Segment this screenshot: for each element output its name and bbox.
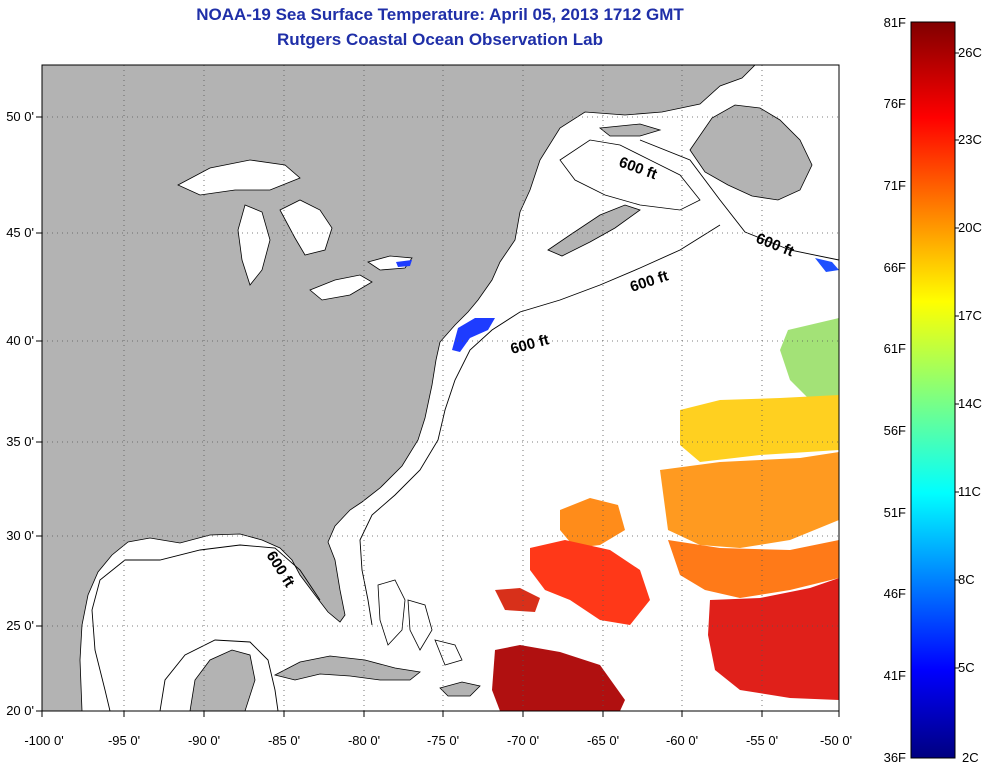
sst-patch-cold-lake bbox=[396, 260, 412, 267]
lat-label: 30 0' bbox=[6, 528, 34, 543]
lon-label: -95 0' bbox=[108, 733, 140, 748]
lon-label: -70 0' bbox=[507, 733, 539, 748]
colorbar-c-label: 2C bbox=[962, 750, 979, 765]
colorbar-f-label: 46F bbox=[884, 586, 906, 601]
map-subtitle: Rutgers Coastal Ocean Observation Lab bbox=[277, 30, 603, 49]
colorbar-f-label: 66F bbox=[884, 260, 906, 275]
colorbar-f-label: 36F bbox=[884, 750, 906, 765]
sst-swath-north bbox=[780, 318, 839, 405]
colorbar-c-label: 23C bbox=[958, 132, 982, 147]
map-frame bbox=[41, 64, 840, 712]
colorbar-c-scale: 26C 23C 20C 17C 14C 11C 8C 5C 2C bbox=[958, 45, 982, 765]
axis-ticks bbox=[36, 116, 840, 717]
sst-patch-orange-mid bbox=[668, 540, 839, 598]
lon-label: -75 0' bbox=[427, 733, 459, 748]
lat-label: 45 0' bbox=[6, 225, 34, 240]
land-hispaniola bbox=[439, 681, 481, 697]
colorbar-f-label: 51F bbox=[884, 505, 906, 520]
lat-label: 25 0' bbox=[6, 618, 34, 633]
lon-label: -50 0' bbox=[820, 733, 852, 748]
colorbar-f-label: 76F bbox=[884, 96, 906, 111]
land-cuba bbox=[273, 655, 421, 681]
land-newfoundland bbox=[689, 104, 813, 201]
colorbar-f-label: 56F bbox=[884, 423, 906, 438]
sst-patch-cold-east bbox=[815, 258, 839, 272]
sst-patch-darkred-south bbox=[492, 645, 625, 711]
colorbar-c-label: 8C bbox=[958, 572, 975, 587]
sst-patch-orange-west bbox=[560, 498, 625, 548]
great-lakes bbox=[177, 159, 413, 301]
gulf-st-lawrence bbox=[559, 139, 701, 211]
lon-label: -80 0' bbox=[348, 733, 380, 748]
colorbar-f-label: 61F bbox=[884, 341, 906, 356]
map-title: NOAA-19 Sea Surface Temperature: April 0… bbox=[196, 5, 684, 24]
lon-label: -55 0' bbox=[746, 733, 778, 748]
colorbar-f-label: 81F bbox=[884, 15, 906, 30]
colorbar-f-label: 41F bbox=[884, 668, 906, 683]
sst-swath-band-yellow bbox=[680, 395, 839, 462]
colorbar-ticks bbox=[955, 52, 959, 669]
isobath-600ft bbox=[639, 139, 839, 261]
colorbar-f-label: 71F bbox=[884, 178, 906, 193]
bahamas-banks bbox=[377, 579, 463, 666]
isobath-600ft-shelf bbox=[359, 224, 721, 626]
lon-label: -90 0' bbox=[188, 733, 220, 748]
sst-patch-cold-ny-bight bbox=[452, 318, 495, 352]
lat-label: 40 0' bbox=[6, 333, 34, 348]
lon-label: -65 0' bbox=[587, 733, 619, 748]
land-yucatan bbox=[189, 649, 256, 711]
colorbar bbox=[910, 21, 956, 759]
lon-label: -100 0' bbox=[24, 733, 63, 748]
lat-label: 50 0' bbox=[6, 109, 34, 124]
colorbar-c-label: 5C bbox=[958, 660, 975, 675]
sst-swath-band-orange bbox=[660, 452, 839, 548]
colorbar-c-label: 26C bbox=[958, 45, 982, 60]
sst-patch-red-west bbox=[530, 540, 650, 625]
isobath-600ft-yucatan bbox=[159, 639, 279, 711]
colorbar-f-scale: 81F 76F 71F 66F 61F 56F 51F 46F 41F 36F bbox=[884, 15, 906, 765]
land-nova-scotia bbox=[547, 204, 641, 257]
land-north-america bbox=[42, 65, 756, 711]
lon-label: -60 0' bbox=[666, 733, 698, 748]
land-anticosti bbox=[598, 123, 662, 137]
sst-patch-red-east-pr bbox=[495, 588, 540, 612]
colorbar-c-label: 17C bbox=[958, 308, 982, 323]
sst-patch-red-se bbox=[708, 578, 839, 700]
lat-label: 35 0' bbox=[6, 434, 34, 449]
isobath-600ft-gulf bbox=[91, 544, 321, 711]
colorbar-c-label: 11C bbox=[958, 484, 981, 499]
colorbar-c-label: 14C bbox=[958, 396, 982, 411]
lat-label: 20 0' bbox=[6, 703, 34, 718]
lon-label: -85 0' bbox=[268, 733, 300, 748]
colorbar-c-label: 20C bbox=[958, 220, 982, 235]
